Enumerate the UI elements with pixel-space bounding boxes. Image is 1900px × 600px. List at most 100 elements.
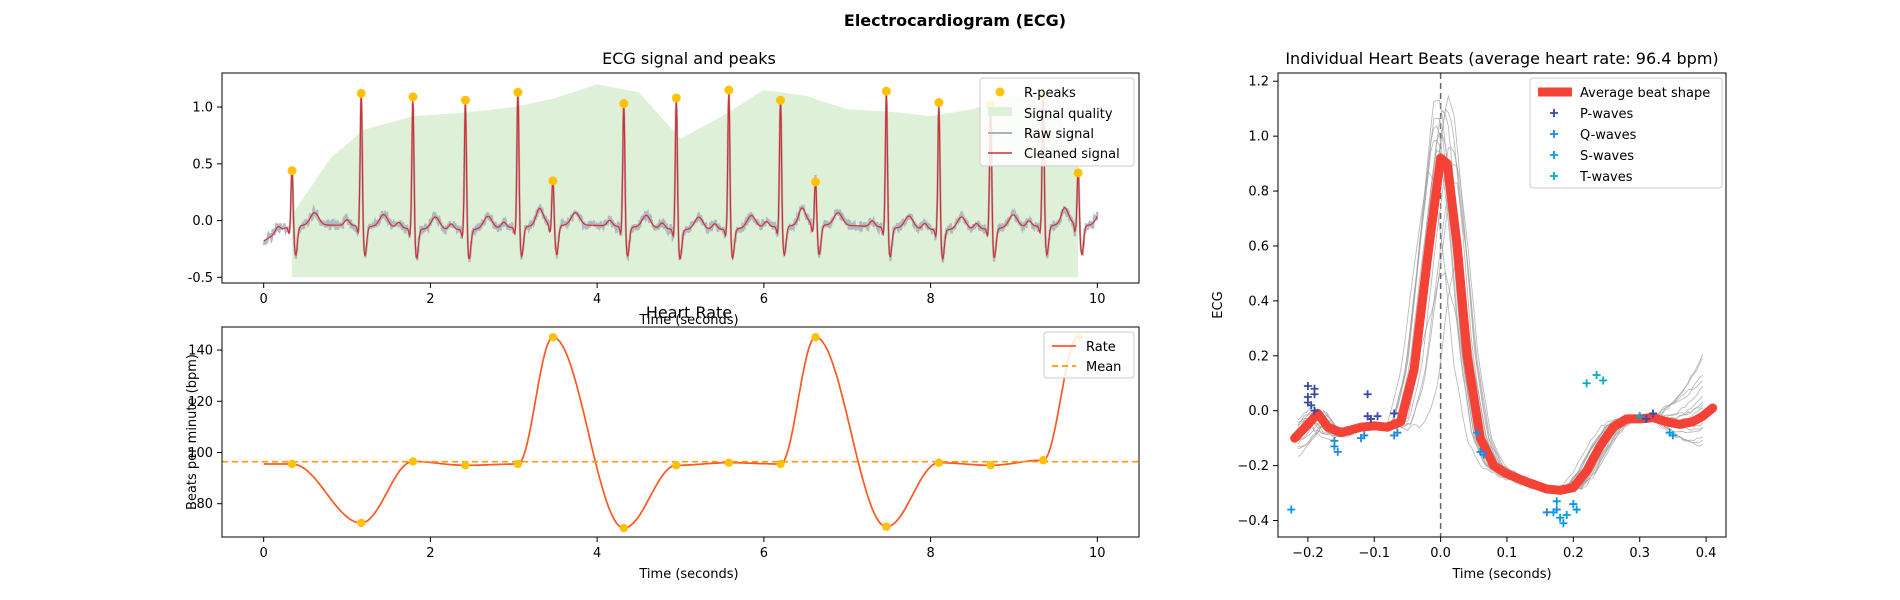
heart-rate-point [357, 518, 366, 528]
q-wave-marker [1360, 431, 1369, 440]
r-peak-point [287, 166, 297, 176]
beats-xtick-label: 0.0 [1430, 546, 1451, 561]
legend-label: Rate [1086, 340, 1116, 355]
ecg-ytick-label: 0.5 [192, 157, 213, 172]
individual-beat-line [1297, 163, 1704, 492]
legend-label: Raw signal [1024, 127, 1094, 142]
rate-ytick-label: 80 [196, 497, 213, 512]
t-wave-marker [1599, 376, 1608, 385]
beats-ytick-label: 0.8 [1248, 185, 1269, 200]
heart-rate-point [811, 333, 820, 342]
beats-xtick-label: 0.2 [1563, 546, 1584, 561]
beats-ticks: −0.2 −0.1 0.0 0.1 0.2 0.3 0.4 −0.4 −0.2 0.0 0.2 0.4… [1237, 75, 1716, 561]
q-wave-marker [1473, 428, 1482, 437]
legend-label: Q-waves [1580, 128, 1637, 143]
beats-legend: Average beat shape P-waves Q-waves S-waves T… [1529, 77, 1723, 189]
p-wave-marker [1303, 398, 1312, 407]
ecg-xtick-label: 4 [593, 292, 601, 307]
rate-ylabel: Beats per minute (bpm) [185, 354, 200, 510]
ecg-title: ECG signal and peaks [602, 49, 776, 68]
beats-xtick-label: −0.2 [1292, 546, 1324, 561]
beats-ytick-label: 1.2 [1248, 75, 1269, 90]
s-wave-marker [1572, 505, 1581, 514]
ecg-ytick-label: -0.5 [188, 271, 213, 286]
legend-label: Cleaned signal [1024, 147, 1120, 162]
r-peak-point [776, 95, 786, 105]
legend-wave-marker [1550, 130, 1558, 138]
r-peak-point [934, 98, 944, 108]
ecg-axes-frame [221, 72, 1140, 284]
ecg-xtick-label: 8 [926, 292, 934, 307]
t-wave-marker [1635, 412, 1644, 421]
r-peak-point [513, 87, 523, 97]
q-wave-marker [1479, 450, 1488, 459]
rate-ytick-label: 140 [188, 344, 213, 359]
q-wave-marker [1333, 447, 1342, 456]
rate-axes-frame [221, 326, 1140, 538]
heart-rate-point [619, 523, 629, 533]
ecg-xlabel: Time (seconds) [638, 313, 738, 328]
heart-rate-line [263, 336, 1079, 529]
beats-ytick-label: 0.6 [1248, 239, 1269, 254]
beats-ytick-label: 0.0 [1248, 404, 1269, 419]
p-wave-marker [1648, 409, 1657, 418]
figure-title: Electrocardiogram (ECG) [844, 11, 1066, 30]
signal-quality-area [292, 84, 1079, 278]
ecg-xtick-label: 10 [1089, 292, 1106, 307]
p-wave-marker [1366, 414, 1375, 423]
p-wave-marker [1363, 390, 1372, 399]
beats-ytick-label: 1.0 [1248, 130, 1269, 145]
p-wave-marker [1390, 409, 1399, 418]
legend-label: Signal quality [1024, 107, 1113, 122]
s-wave-marker [1562, 511, 1571, 520]
beats-title: Individual Heart Beats (average heart ra… [1285, 49, 1718, 68]
rate-xtick-label: 6 [760, 546, 768, 561]
beats-axes-frame [1277, 72, 1727, 538]
legend-quality-swatch [988, 107, 1012, 116]
r-peak-point [1073, 168, 1083, 178]
ecg-panel: 0 2 4 6 8 10 -0.5 0.0 0.5 1.0 ECG signal and peak… [188, 49, 1140, 328]
beats-ytick-label: 0.4 [1248, 294, 1269, 309]
s-wave-marker [1556, 513, 1565, 522]
t-wave-marker [1582, 379, 1591, 388]
p-wave-marker [1303, 381, 1312, 390]
legend-box [1529, 77, 1723, 189]
beats-xtick-label: −0.1 [1358, 546, 1390, 561]
ecg-ticks: 0 2 4 6 8 10 -0.5 0.0 0.5 1.0 [188, 101, 1106, 307]
ecg-legend: R-peaks Signal quality Raw signal Cleaned s… [979, 77, 1135, 167]
rate-legend: Rate Mean [1043, 331, 1135, 379]
heart-rate-point [724, 458, 734, 467]
t-wave-marker [1592, 371, 1601, 380]
beats-xtick-label: 0.1 [1497, 546, 1518, 561]
average-beat-line [1290, 153, 1718, 495]
rate-xtick-label: 2 [426, 546, 434, 561]
q-wave-marker [1330, 436, 1339, 445]
beats-xtick-label: 0.3 [1629, 546, 1650, 561]
r-peak-point [548, 176, 558, 186]
legend-label: R-peaks [1024, 86, 1076, 101]
s-wave-marker [1549, 508, 1558, 517]
heart-rate-point [1038, 455, 1048, 465]
legend-r-peaks-marker [995, 87, 1005, 97]
ecg-xtick-label: 2 [426, 292, 434, 307]
r-peak-point [724, 85, 734, 95]
rate-xtick-label: 0 [260, 546, 268, 561]
legend-wave-marker [1550, 172, 1558, 180]
s-wave-marker [1559, 519, 1568, 528]
heart-rate-point [986, 461, 995, 470]
r-peak-point [460, 95, 470, 105]
cleaned-signal-line [263, 91, 1098, 261]
rate-ticks: 0 2 4 6 8 10 80 100 120 140 [188, 344, 1105, 561]
legend-label: Average beat shape [1580, 86, 1710, 101]
p-wave-marker [1373, 412, 1382, 421]
beats-panel: −0.2 −0.1 0.0 0.1 0.2 0.3 0.4 −0.4 −0.2 0.0 0.2 0.4… [1211, 49, 1727, 582]
legend-label: S-waves [1580, 149, 1634, 164]
legend-label: Mean [1086, 360, 1121, 375]
heart-rate-point [287, 459, 297, 469]
beats-xlabel: Time (seconds) [1451, 567, 1551, 582]
rate-xtick-label: 4 [593, 546, 601, 561]
q-wave-marker [1393, 428, 1402, 437]
individual-beat-line [1297, 170, 1704, 491]
rate-xtick-label: 8 [926, 546, 934, 561]
